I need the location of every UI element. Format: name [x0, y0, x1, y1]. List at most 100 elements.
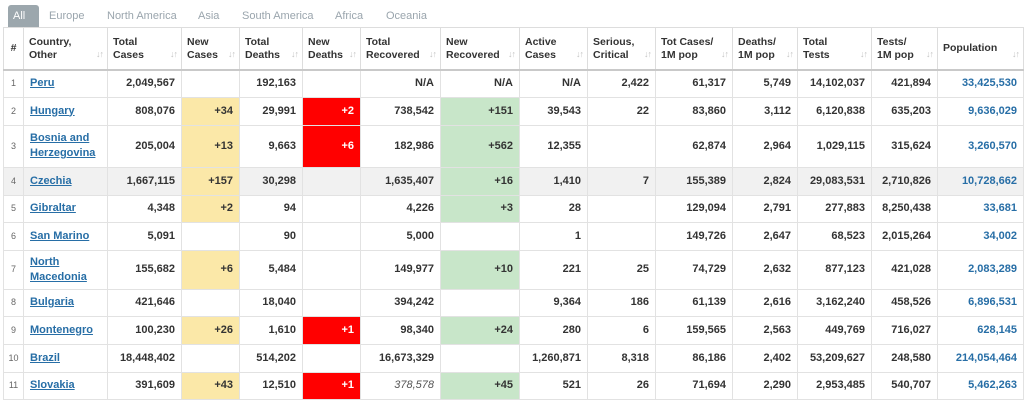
tab-europe[interactable]: Europe: [49, 10, 85, 22]
population-link[interactable]: 214,054,464: [955, 351, 1017, 364]
sort-icon[interactable]: ↓↑: [926, 49, 934, 59]
population-link[interactable]: 2,083,289: [968, 263, 1017, 275]
column-header-label: New: [187, 35, 209, 48]
population-link[interactable]: 5,462,263: [968, 379, 1017, 391]
sort-icon[interactable]: ↓↑: [170, 49, 178, 59]
column-header-label: Total: [113, 35, 138, 48]
tab-oceania[interactable]: Oceania: [386, 10, 427, 22]
cell-population: 9,636,029: [937, 96, 1024, 126]
cell-idx: 3: [3, 124, 24, 168]
column-header-active-cases[interactable]: Active Cases ↓↑: [519, 27, 588, 71]
country-link[interactable]: Brazil: [30, 351, 60, 364]
column-header-total-recovered[interactable]: Total Recovered ↓↑: [360, 27, 441, 71]
country-link[interactable]: Bulgaria: [30, 296, 75, 308]
sort-icon[interactable]: ↓↑: [1012, 49, 1020, 59]
population-link[interactable]: 10,728,662: [961, 174, 1017, 187]
cell-country: Bulgaria: [23, 288, 108, 317]
country-link[interactable]: Peru: [30, 77, 55, 90]
tab-north-america[interactable]: North America: [107, 10, 177, 22]
cell-cases-per-m: 62,874: [655, 124, 733, 168]
cell-idx: 7: [3, 249, 24, 290]
cell-serious: 7: [587, 166, 656, 196]
tab-asia[interactable]: Asia: [198, 10, 220, 22]
column-header-deaths-per-m[interactable]: Deaths/1M pop ↓↑: [732, 27, 798, 71]
population-link[interactable]: 33,681: [983, 202, 1017, 214]
cell-deaths-per-m: 2,647: [732, 221, 798, 251]
cell-total-recovered: 738,542: [360, 96, 441, 126]
population-link[interactable]: 3,260,570: [968, 139, 1017, 152]
sort-icon[interactable]: ↓↑: [228, 49, 236, 59]
country-link[interactable]: Bosnia and Herzegovina: [30, 132, 96, 159]
cell-new-cases: [181, 343, 240, 373]
cell-new-recovered: N/A: [440, 69, 520, 98]
cell-tests-per-m: 635,203: [871, 96, 938, 126]
sort-icon[interactable]: ↓↑: [508, 49, 516, 59]
table-row: 6 San Marino 5,091 90 5,000 1 149,726 2,647 68,5…: [3, 221, 1024, 251]
sort-icon[interactable]: ↓↑: [644, 49, 652, 59]
cell-deaths-per-m: 2,290: [732, 371, 798, 400]
column-header-new-deaths[interactable]: New Deaths ↓↑: [302, 27, 361, 71]
cell-deaths-per-m: 5,749: [732, 69, 798, 98]
column-header-tests-per-m[interactable]: Tests/1M pop ↓↑: [871, 27, 938, 71]
cell-total-deaths: 29,991: [239, 96, 303, 126]
population-link[interactable]: 6,896,531: [968, 296, 1017, 308]
sort-icon[interactable]: ↓↑: [429, 49, 437, 59]
column-header-label: New: [446, 35, 468, 48]
country-link[interactable]: Montenegro: [30, 323, 93, 336]
sort-icon[interactable]: ↓↑: [291, 49, 299, 59]
tab-africa[interactable]: Africa: [335, 10, 364, 22]
population-link[interactable]: 628,145: [977, 323, 1017, 336]
cell-serious: 8,318: [587, 343, 656, 373]
cell-cases-per-m: 129,094: [655, 194, 733, 223]
table-row: 9 Montenegro 100,230 +26 1,610 +1 98,340 +24 280…: [3, 315, 1024, 345]
column-header-label: Total: [803, 35, 828, 48]
cell-total-recovered: 16,673,329: [360, 343, 441, 373]
cell-serious: 186: [587, 288, 656, 317]
column-header-new-recovered[interactable]: New Recovered ↓↑: [440, 27, 520, 71]
population-link[interactable]: 9,636,029: [968, 104, 1017, 117]
column-header-total-tests[interactable]: Total Tests ↓↑: [797, 27, 872, 71]
sort-icon[interactable]: ↓↑: [349, 49, 357, 59]
column-header-country[interactable]: Country, Other ↓↑: [23, 27, 108, 71]
country-link[interactable]: Czechia: [30, 174, 72, 187]
column-header-label: New: [308, 35, 330, 48]
cell-country: Slovakia: [23, 371, 108, 400]
sort-icon[interactable]: ↓↑: [96, 49, 104, 59]
country-link[interactable]: Gibraltar: [30, 202, 76, 214]
column-header-serious[interactable]: Serious, Critical ↓↑: [587, 27, 656, 71]
cell-total-tests: 53,209,627: [797, 343, 872, 373]
cell-new-deaths: +1: [302, 315, 361, 345]
sort-icon[interactable]: ↓↑: [721, 49, 729, 59]
cell-total-cases: 205,004: [107, 124, 182, 168]
tab-all[interactable]: All: [8, 5, 39, 27]
column-header-total-deaths[interactable]: Total Deaths ↓↑: [239, 27, 303, 71]
cell-deaths-per-m: 2,402: [732, 343, 798, 373]
table-row: 5 Gibraltar 4,348 +2 94 4,226 +3 28 129,094 2,791…: [3, 194, 1024, 223]
cell-total-deaths: 12,510: [239, 371, 303, 400]
column-header-new-cases[interactable]: New Cases ↓↑: [181, 27, 240, 71]
table-row: 7 North Macedonia 155,682 +6 5,484 149,977 +10…: [3, 249, 1024, 290]
country-link[interactable]: North Macedonia: [30, 255, 87, 283]
cell-country: North Macedonia: [23, 249, 108, 290]
cell-active-cases: N/A: [519, 69, 588, 98]
cell-total-tests: 29,083,531: [797, 166, 872, 196]
country-link[interactable]: Slovakia: [30, 379, 75, 391]
population-link[interactable]: 34,002: [983, 229, 1017, 242]
country-link[interactable]: Hungary: [30, 104, 75, 117]
table-row: 3 Bosnia and Herzegovina 205,004 +13 9,663 +6…: [3, 124, 1024, 168]
sort-icon[interactable]: ↓↑: [860, 49, 868, 59]
cell-serious: 2,422: [587, 69, 656, 98]
tab-south-america[interactable]: South America: [242, 10, 314, 22]
column-header-total-cases[interactable]: Total Cases ↓↑: [107, 27, 182, 71]
cell-tests-per-m: 421,894: [871, 69, 938, 98]
column-header-cases-per-m[interactable]: Tot Cases/1M pop ↓↑: [655, 27, 733, 71]
cell-active-cases: 28: [519, 194, 588, 223]
sort-icon[interactable]: ↓↑: [576, 49, 584, 59]
column-header-label: Tests/: [877, 35, 907, 48]
population-link[interactable]: 33,425,530: [961, 77, 1017, 90]
country-link[interactable]: San Marino: [30, 229, 90, 242]
sort-icon[interactable]: ↓↑: [786, 49, 794, 59]
column-header-population[interactable]: Population ↓↑: [937, 27, 1024, 71]
cell-population: 33,425,530: [937, 69, 1024, 98]
cell-new-deaths: +6: [302, 124, 361, 168]
